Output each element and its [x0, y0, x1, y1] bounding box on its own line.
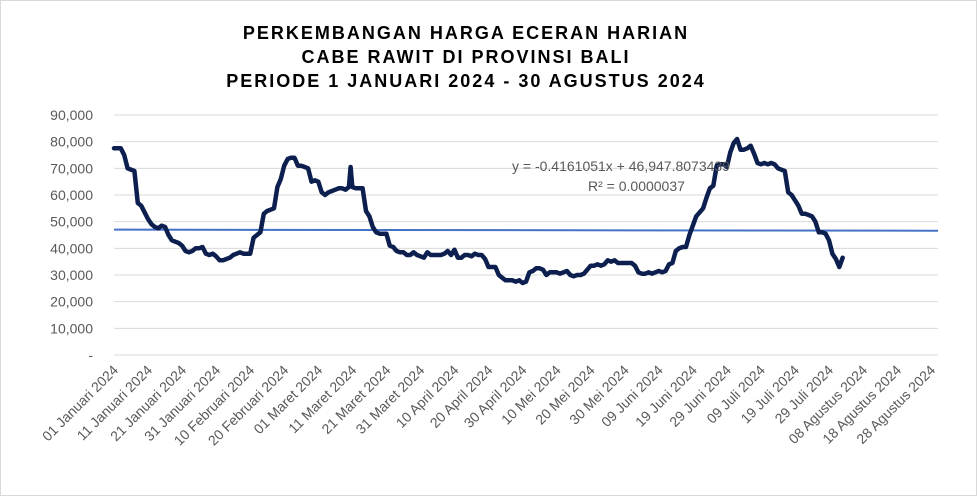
y-tick-label: 20,000 — [50, 294, 93, 310]
chart-title-line-2: CABE RAWIT DI PROVINSI BALI — [301, 47, 631, 67]
y-tick-label: 90,000 — [50, 107, 93, 123]
chart-title-line-1: PERKEMBANGAN HARGA ECERAN HARIAN — [242, 23, 690, 43]
trendline — [113, 228, 939, 232]
chart-title: PERKEMBANGAN HARGA ECERAN HARIAN CABE RA… — [1, 21, 931, 93]
y-tick-label: 70,000 — [50, 160, 93, 176]
chart-title-line-3: PERIODE 1 JANUARI 2024 - 30 AGUSTUS 2024 — [226, 71, 706, 91]
y-axis-ticks: - 10,000 20,000 30,000 40,000 50,000 60,000 70,… — [50, 107, 93, 363]
y-tick-label: 80,000 — [50, 134, 93, 150]
y-tick-label: 30,000 — [50, 267, 93, 283]
y-tick-label: 60,000 — [50, 187, 93, 203]
y-tick-label: - — [88, 347, 93, 363]
y-tick-label: 50,000 — [50, 214, 93, 230]
series-line-harga-cabe-rawit — [111, 136, 845, 286]
trendline-r-squared: R² = 0.0000037 — [588, 178, 685, 194]
trendline-equation: y = -0.4161051x + 46,947.8073439 — [512, 158, 730, 174]
y-tick-label: 40,000 — [50, 240, 93, 256]
y-tick-label: 10,000 — [50, 320, 93, 336]
